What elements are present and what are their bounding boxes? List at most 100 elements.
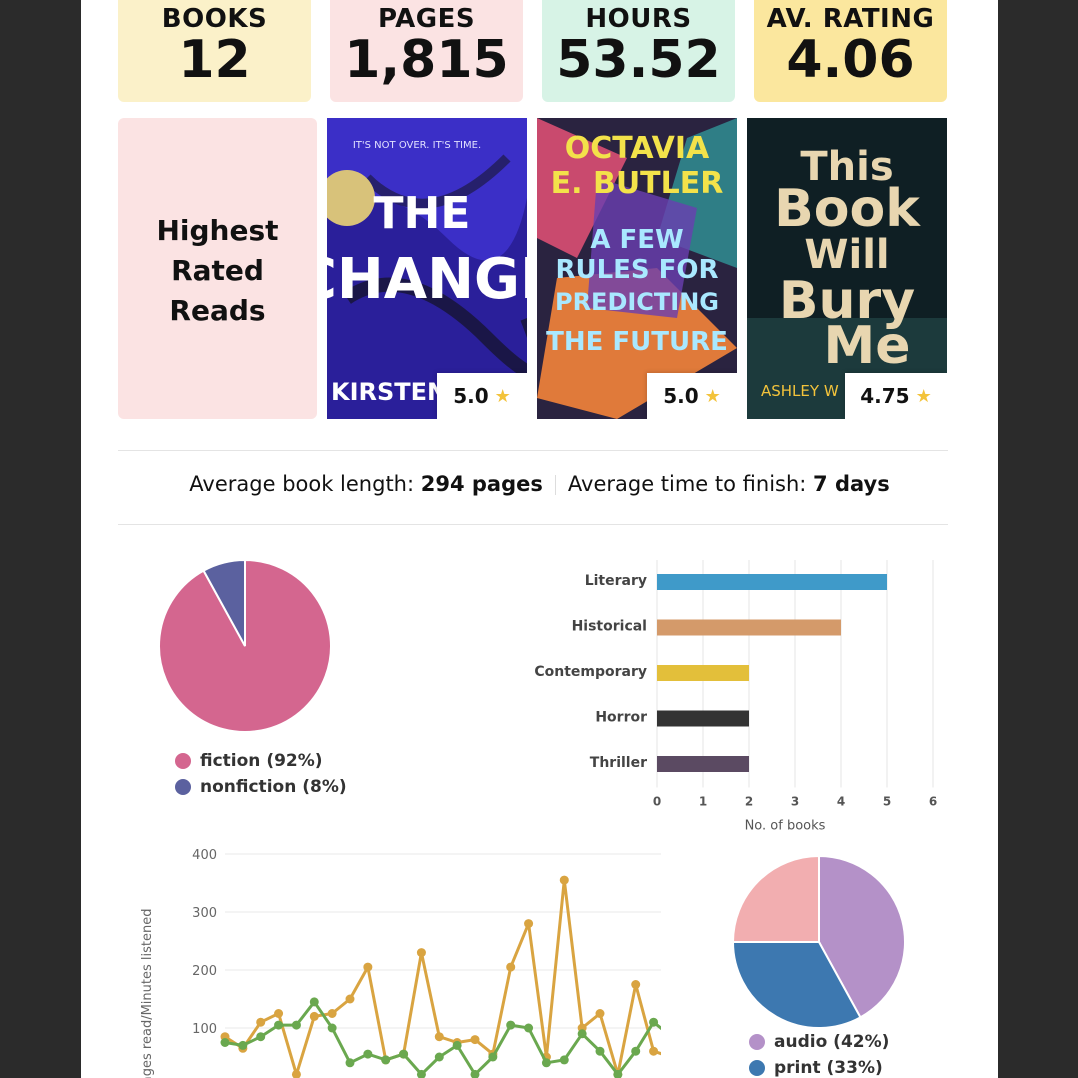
legend-item: nonfiction (8%) bbox=[175, 774, 347, 800]
data-point bbox=[434, 1052, 444, 1062]
stat-value: 53.52 bbox=[556, 30, 721, 90]
cover-art: OCTAVIA E. BUTLER A FEW RULES FOR PREDIC… bbox=[537, 118, 737, 419]
data-point bbox=[631, 980, 641, 989]
y-axis-label: Pages read/Minutes listened bbox=[140, 909, 155, 1078]
legend-swatch bbox=[175, 753, 191, 769]
data-point bbox=[506, 962, 516, 972]
data-point bbox=[381, 1055, 391, 1065]
svg-text:CHANGE: CHANGE bbox=[327, 247, 527, 312]
category-label: Thriller bbox=[590, 755, 647, 771]
legend-swatch bbox=[749, 1060, 765, 1076]
svg-text:Will: Will bbox=[804, 232, 889, 278]
book-cover-this-book-will-bury-me[interactable]: This Book Will Bury Me ASHLEY W 4.75 ★ bbox=[747, 118, 947, 419]
svg-text:IT'S NOT OVER. IT'S TIME.: IT'S NOT OVER. IT'S TIME. bbox=[353, 140, 481, 151]
bar bbox=[657, 665, 749, 681]
y-tick-label: 100 bbox=[192, 1022, 217, 1037]
stat-card-rating: AV. RATING 4.06 bbox=[754, 0, 947, 102]
category-label: Horror bbox=[595, 710, 647, 726]
legend-item: fiction (92%) bbox=[175, 748, 347, 774]
stat-label: HOURS bbox=[585, 4, 692, 34]
bar bbox=[657, 574, 887, 590]
data-point bbox=[256, 1032, 266, 1042]
data-point bbox=[470, 1035, 480, 1045]
svg-text:THE: THE bbox=[374, 188, 471, 239]
category-label: Historical bbox=[572, 619, 647, 635]
svg-text:RULES FOR: RULES FOR bbox=[555, 255, 718, 285]
pie-slice bbox=[818, 854, 906, 1019]
highest-rated-heading-box: Highest Rated Reads bbox=[118, 118, 317, 419]
y-tick-label: 400 bbox=[192, 848, 217, 863]
category-label: Literary bbox=[585, 573, 647, 589]
data-point bbox=[345, 994, 355, 1004]
rating-badge: 4.75 ★ bbox=[845, 373, 947, 419]
data-point bbox=[327, 1023, 337, 1033]
data-point bbox=[595, 1046, 605, 1056]
data-point bbox=[220, 1038, 230, 1047]
stat-label: AV. RATING bbox=[766, 4, 935, 34]
data-point bbox=[327, 1009, 337, 1018]
stat-value: 12 bbox=[178, 30, 251, 90]
pie-slice bbox=[731, 854, 820, 943]
format-pie-chart bbox=[731, 854, 906, 1029]
pages-line-chart: 100 200 300 400 Pages read/Minutes listened bbox=[140, 848, 661, 1078]
data-point bbox=[631, 1046, 641, 1056]
cover-art: IT'S NOT OVER. IT'S TIME. THE CHANGE KIR… bbox=[327, 118, 527, 419]
stat-card-pages: PAGES 1,815 bbox=[330, 0, 523, 102]
data-point bbox=[274, 1009, 284, 1018]
data-point bbox=[559, 875, 569, 885]
average-stats-line: Average book length: 294 pages Average ti… bbox=[81, 472, 998, 496]
stat-card-hours: HOURS 53.52 bbox=[542, 0, 735, 102]
rating-badge: 5.0 ★ bbox=[647, 373, 737, 419]
star-icon: ★ bbox=[704, 385, 721, 407]
x-tick-label: 0 bbox=[653, 795, 661, 809]
data-point bbox=[416, 948, 426, 958]
data-point bbox=[291, 1020, 301, 1030]
stat-value: 4.06 bbox=[786, 30, 915, 90]
highest-rated-heading: Highest Rated Reads bbox=[156, 214, 279, 327]
data-point bbox=[524, 919, 534, 929]
data-point bbox=[363, 962, 373, 972]
data-point bbox=[595, 1009, 605, 1018]
data-point bbox=[559, 1055, 569, 1065]
data-point bbox=[238, 1040, 248, 1050]
data-point bbox=[309, 997, 319, 1007]
book-cover-a-few-rules[interactable]: OCTAVIA E. BUTLER A FEW RULES FOR PREDIC… bbox=[537, 118, 737, 419]
data-point bbox=[345, 1058, 355, 1068]
svg-text:ASHLEY W: ASHLEY W bbox=[761, 382, 839, 400]
legend-item: audio (42%) bbox=[749, 1029, 889, 1055]
data-point bbox=[524, 1023, 534, 1033]
book-cover-the-change[interactable]: IT'S NOT OVER. IT'S TIME. THE CHANGE KIR… bbox=[327, 118, 527, 419]
x-tick-label: 2 bbox=[745, 795, 753, 809]
avg-time-value: 7 days bbox=[813, 472, 890, 496]
svg-text:Book: Book bbox=[774, 179, 921, 239]
star-icon: ★ bbox=[915, 385, 932, 407]
y-tick-label: 200 bbox=[192, 964, 217, 979]
divider bbox=[118, 524, 948, 525]
x-axis-label: No. of books bbox=[745, 819, 826, 834]
avg-time-label: Average time to finish: bbox=[567, 472, 814, 496]
data-point bbox=[363, 1049, 373, 1059]
x-tick-label: 4 bbox=[837, 795, 845, 809]
stat-label: PAGES bbox=[377, 4, 476, 34]
data-point bbox=[649, 1046, 659, 1056]
data-point bbox=[309, 1011, 319, 1021]
separator bbox=[554, 475, 556, 495]
data-point bbox=[577, 1029, 587, 1039]
data-point bbox=[274, 1020, 284, 1030]
svg-text:KIRSTEN: KIRSTEN bbox=[331, 378, 447, 406]
legend-item: print (33%) bbox=[749, 1055, 889, 1078]
avg-length-label: Average book length: bbox=[189, 472, 421, 496]
svg-text:A FEW: A FEW bbox=[590, 225, 683, 255]
svg-text:E. BUTLER: E. BUTLER bbox=[551, 166, 724, 201]
x-tick-label: 6 bbox=[929, 795, 937, 809]
stat-label: BOOKS bbox=[161, 4, 268, 34]
data-point bbox=[291, 1069, 301, 1078]
data-point bbox=[416, 1069, 426, 1078]
avg-length-value: 294 pages bbox=[420, 472, 543, 496]
svg-text:Me: Me bbox=[823, 316, 910, 376]
data-point bbox=[256, 1017, 266, 1027]
bar bbox=[657, 756, 749, 772]
data-point bbox=[506, 1020, 516, 1030]
x-tick-label: 3 bbox=[791, 795, 799, 809]
fiction-pie-chart bbox=[158, 558, 332, 733]
